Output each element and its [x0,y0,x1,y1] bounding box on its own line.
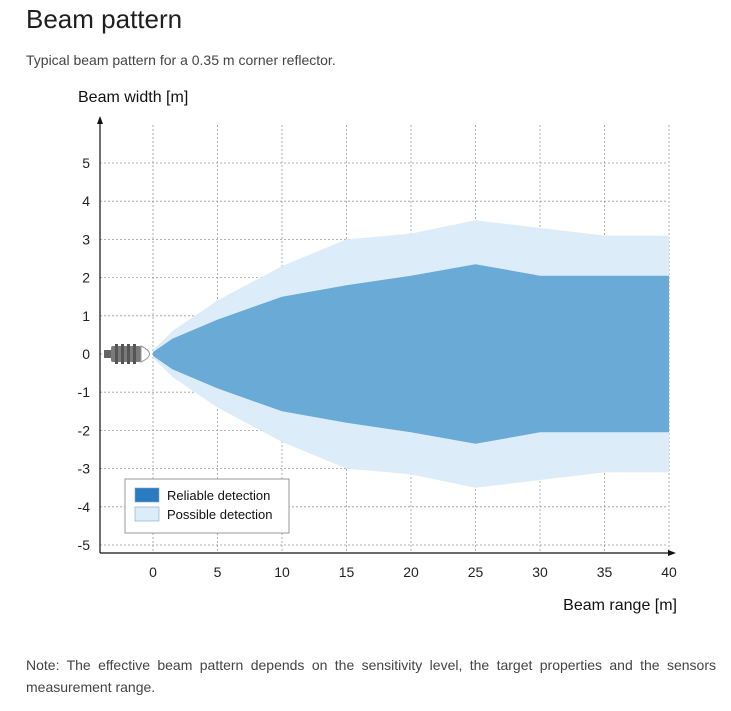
x-tick-label: 5 [214,564,222,580]
sensor-ridge [133,344,136,364]
page-title: Beam pattern [26,4,183,34]
y-tick-label: -4 [78,499,91,515]
x-axis-arrow [668,550,676,556]
y-axis-title: Beam width [m] [78,89,188,106]
x-tick-label: 40 [661,564,677,580]
y-tick-label: 2 [82,270,90,286]
y-tick-label: 3 [82,231,90,247]
chart-legend: Reliable detection Possible detection [124,478,290,534]
page-subtitle: Typical beam pattern for a 0.35 m corner… [26,52,336,68]
legend-swatch [134,506,160,522]
ultrasonic-sensor-icon [104,344,150,364]
sensor-cable [104,350,112,358]
x-tick-label: 30 [532,564,548,580]
y-tick-label: 4 [82,193,90,209]
x-tick-label: 10 [274,564,290,580]
x-tick-label: 15 [339,564,355,580]
x-tick-label: 25 [468,564,484,580]
chart-axes [97,116,676,556]
y-tick-label: 5 [82,155,90,171]
reliable-detection-area [153,264,669,444]
sensor-ridge [115,344,118,364]
legend-label: Possible detection [167,507,273,522]
chart-areas [153,220,669,488]
sensor-head [140,345,150,363]
footnote: Note: The effective beam pattern depends… [26,657,716,695]
y-tick-label: 0 [82,346,90,362]
sensor-ridge [127,344,130,364]
y-tick-label: 1 [82,308,90,324]
x-tick-label: 35 [597,564,613,580]
y-tick-label: -5 [78,537,91,553]
x-tick-label: 20 [403,564,419,580]
x-tick-label: 0 [149,564,157,580]
legend-label: Reliable detection [167,488,270,503]
y-tick-label: -1 [78,384,91,400]
y-tick-label: -2 [78,422,91,438]
sensor-ridge [121,344,124,364]
x-axis-title: Beam range [m] [563,597,677,614]
y-tick-label: -3 [78,461,91,477]
y-axis-arrow [97,116,103,124]
legend-swatch [134,487,160,503]
